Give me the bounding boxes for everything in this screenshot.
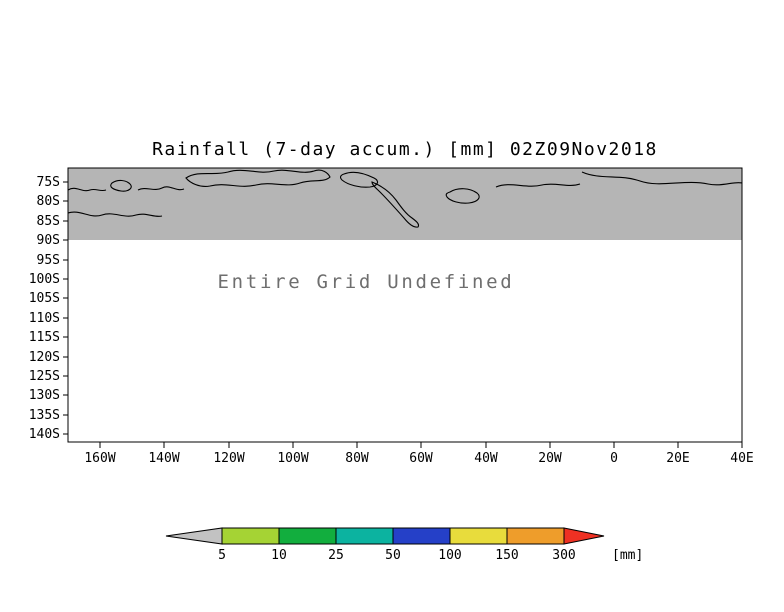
x-axis-label: 100W	[277, 451, 308, 466]
coastline-central-band	[185, 169, 331, 187]
y-axis-label: 75S	[37, 175, 60, 190]
coastlines	[68, 169, 742, 228]
colorbar-value: 50	[385, 548, 401, 563]
colorbar-seg-5	[449, 527, 508, 545]
y-axis-label: 90S	[37, 233, 60, 248]
x-axis-label: 80W	[345, 451, 369, 466]
x-axis-label: 60W	[409, 451, 433, 466]
x-axis-label: 20E	[666, 451, 689, 466]
coastline-lower-squiggle	[68, 211, 163, 217]
coastline-chain	[137, 186, 185, 191]
undefined-message: Entire Grid Undefined	[218, 271, 515, 293]
coastline-island-2	[445, 188, 480, 204]
y-axis-label: 135S	[29, 408, 60, 423]
x-axis-label: 40E	[730, 451, 753, 466]
coastline-island-1	[110, 179, 132, 192]
y-axis-label: 85S	[37, 214, 60, 229]
undefined-land-region	[68, 168, 742, 240]
y-axis-label: 95S	[37, 253, 60, 268]
x-axis: 160W 140W 120W 100W 80W 60W 40W 20W 0 20…	[84, 442, 754, 466]
y-axis-label: 100S	[29, 272, 60, 287]
colorbar-seg-6	[506, 527, 565, 545]
colorbar-value: 5	[218, 548, 226, 563]
colorbar-seg-2	[278, 527, 337, 545]
y-axis-label: 140S	[29, 427, 60, 442]
y-axis: 75S 80S 85S 90S 95S 100S 105S 110S 115S …	[29, 175, 68, 442]
coastline-peninsula	[371, 181, 420, 228]
coastline-left-squiggle	[68, 187, 107, 192]
x-axis-label: 0	[610, 451, 618, 466]
y-axis-label: 125S	[29, 369, 60, 384]
y-axis-label: 115S	[29, 330, 60, 345]
coastline-east-squiggle	[495, 183, 581, 188]
y-axis-label: 105S	[29, 291, 60, 306]
colorbar-value: 100	[438, 548, 461, 563]
colorbar-above-arrow	[563, 527, 605, 545]
x-axis-label: 140W	[148, 451, 179, 466]
x-axis-label: 160W	[84, 451, 115, 466]
colorbar-unit: [mm]	[612, 548, 643, 563]
colorbar-value: 25	[328, 548, 344, 563]
y-axis-label: 80S	[37, 194, 60, 209]
colorbar: 5 10 25 50 100 150 300 [mm]	[165, 527, 643, 563]
x-axis-label: 40W	[474, 451, 498, 466]
colorbar-seg-3	[335, 527, 394, 545]
plot-frame	[67, 167, 743, 443]
y-axis-label: 130S	[29, 388, 60, 403]
coastline-right-coast	[581, 171, 742, 186]
coastline-blob	[339, 171, 379, 188]
x-axis-label: 120W	[213, 451, 244, 466]
y-axis-label: 110S	[29, 311, 60, 326]
colorbar-value: 300	[552, 548, 575, 563]
colorbar-seg-1	[221, 527, 280, 545]
colorbar-value: 10	[271, 548, 287, 563]
colorbar-value: 150	[495, 548, 518, 563]
x-axis-label: 20W	[538, 451, 562, 466]
plot-area	[67, 167, 743, 443]
plot-title: Rainfall (7-day accum.) [mm] 02Z09Nov201…	[152, 139, 658, 160]
colorbar-seg-4	[392, 527, 451, 545]
y-axis-label: 120S	[29, 350, 60, 365]
colorbar-below-arrow	[165, 527, 223, 545]
